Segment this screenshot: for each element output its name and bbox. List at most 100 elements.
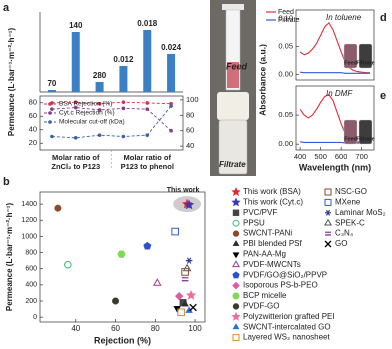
legend-marker [232,252,240,259]
annotation: In DMF [326,89,353,98]
point [121,100,126,104]
y-axis-title: Absorbance (a.u.) [257,44,267,116]
filtrate-vial [218,119,248,175]
photo-label: Filtrate [219,160,246,169]
inset-vial [343,119,358,145]
legend-label: Filtrate [278,17,300,24]
legend-label: C₃N₄ [335,229,353,238]
y2-tick-label: 40 [186,141,194,150]
point [73,100,78,104]
series-line [51,107,172,132]
y-tick-label: 0.00 [278,139,293,148]
point [171,227,179,236]
series-line [299,22,370,74]
point [117,250,126,258]
y-tick-label: 1400 [21,201,37,208]
inset-label: Feed [344,60,357,66]
point [64,260,72,269]
bar-label: 70 [47,79,56,88]
legend-marker [232,303,240,310]
point [169,104,173,108]
photo-label: Feed [226,61,248,71]
point [73,105,78,110]
inset-label: Feed [344,136,357,142]
legend-label: This work (Cyt.c) [243,198,303,207]
y2-tick-label: 60 [186,126,194,135]
legend-label: PVDF/GO@SiO₂/PPVP [243,270,327,279]
panel-label: e [380,90,386,102]
legend-marker [324,218,332,226]
y2-tick-label: 100 [186,95,199,104]
point [145,133,150,137]
inset-vial [358,43,373,69]
x-tick-label: 400 [294,152,307,161]
point [97,101,102,106]
point [169,128,173,133]
y-tick-label: 0.05 [278,110,293,119]
legend-marker [232,219,240,227]
legend-label: GO [335,239,347,248]
bar-label: 280 [93,71,107,80]
legend-marker [325,231,331,236]
x-axis-title: Wavelength (nm) [299,162,371,172]
point [143,241,152,250]
legend-marker [232,271,240,279]
series-line [300,71,370,74]
annotation: In toluene [326,13,362,22]
legend-label: PPSU [243,218,265,227]
annotation: This work [167,187,200,194]
group-label: P123 to phenol [121,162,174,171]
legend-label: This work (BSA) [243,187,301,196]
y-tick-label: 20 [29,138,37,147]
y-tick-label: 0.00 [278,69,293,78]
point [181,277,189,282]
x-tick-label: 500 [314,152,327,161]
y-tick-label: 800 [25,249,37,256]
legend-label: PVC/PVF [243,208,277,217]
plot-frame [295,9,375,81]
point [182,263,192,272]
x-axis-title: Rejection (%) [94,335,151,345]
bar-label: 0.024 [161,43,182,52]
legend-label: PAN-AA-Mg [243,250,286,259]
photo: Feed Filtrate [210,0,256,176]
legend-label: Feed [278,9,294,16]
point [97,133,102,137]
bar-label: 0.018 [137,19,158,28]
y-tick-label: 400 [25,282,37,289]
point [97,108,102,112]
legend-label: MXene [335,198,361,207]
legend-label: BSA Rejection (%) [59,101,112,108]
point [50,134,54,139]
legend-marker [324,188,332,196]
point [174,291,184,301]
legend-marker [232,323,240,330]
point [152,278,162,286]
y-tick-label: 60 [29,111,37,120]
bar-label: 140 [69,21,83,30]
legend-label: Layered WS₂ nanosheet [243,333,330,342]
y-tick-label: 0.10 [278,13,293,22]
panel-label: d [380,12,387,24]
legend-marker [232,260,240,268]
point [145,107,150,111]
point [177,308,185,317]
bar [47,90,56,92]
x-tick-label: 60 [111,324,120,333]
point [145,101,150,105]
legend-marker [232,240,240,247]
inset-label: Filtrate [356,136,374,142]
legend-marker [232,230,240,237]
x-tick-label: 600 [335,152,348,161]
point [112,297,120,305]
legend-marker [48,102,52,106]
bar [119,66,128,92]
point [181,268,189,276]
point [185,257,193,264]
bar [95,82,104,92]
feed-liquid [227,62,239,88]
y-tick-label: 0.05 [278,41,293,50]
point [50,107,54,111]
